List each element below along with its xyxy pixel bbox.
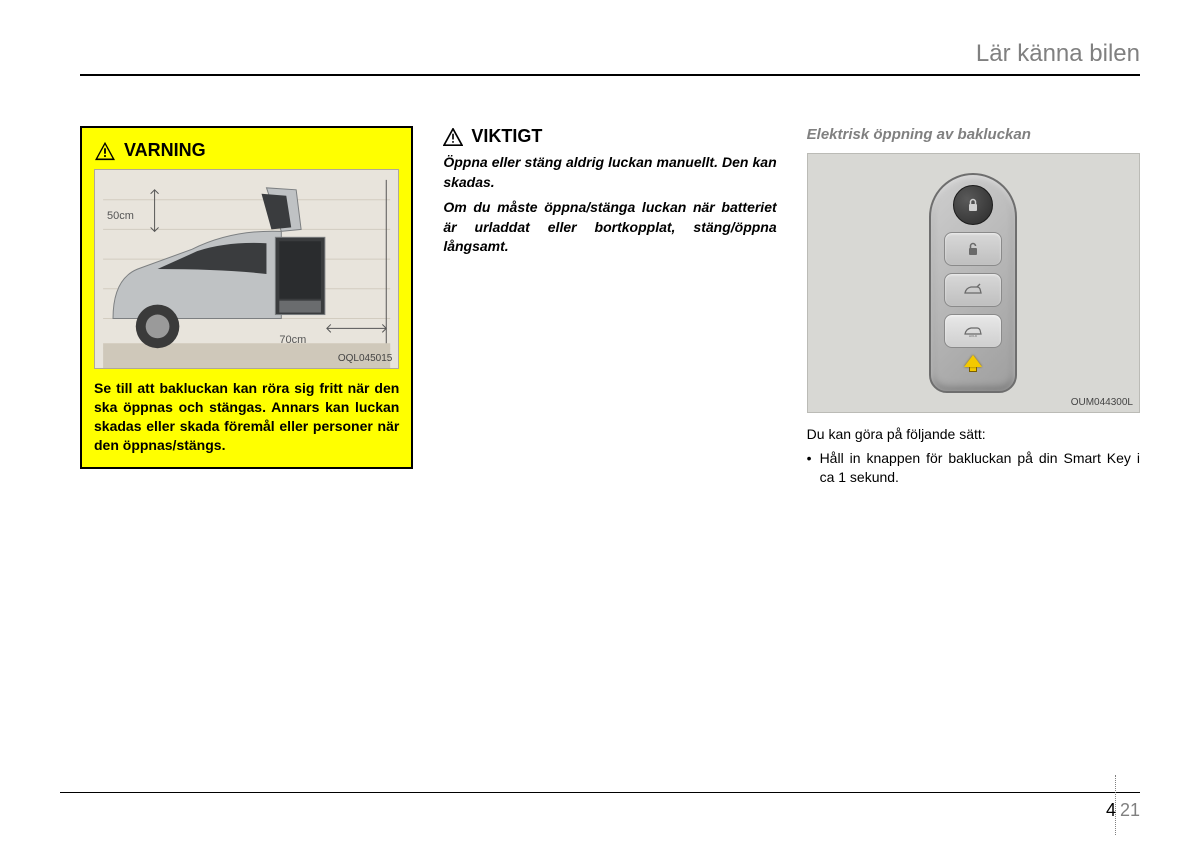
important-paragraph: Öppna eller stäng aldrig luckan manuellt… [443,153,776,192]
bullet-text: Håll in knappen för bakluckan på din Sma… [820,449,1140,488]
bullet-marker: • [807,449,812,488]
important-paragraph: Om du måste öppna/stänga luckan när batt… [443,198,776,257]
important-title: VIKTIGT [471,126,542,147]
dimension-50cm: 50cm [107,210,134,222]
svg-text:HOLD: HOLD [969,334,978,338]
page-header: Lär känna bilen [80,40,1140,68]
electric-intro: Du kan göra på följande sätt: [807,425,1140,445]
column-important: VIKTIGT Öppna eller stäng aldrig luckan … [443,126,776,488]
footer-rule [60,792,1140,793]
hold-tailgate-icon: HOLD [963,324,983,338]
tailgate-icon [963,283,983,297]
smart-key-illustration: HOLD OUM044300L [807,153,1140,413]
key-lock-button [953,185,993,225]
content-columns: VARNING [80,126,1140,488]
warning-title: VARNING [124,140,206,161]
warning-box: VARNING [80,126,413,469]
car-clearance-diagram [95,170,398,368]
key-hold-button: HOLD [944,314,1002,348]
arrow-up-icon [964,355,982,367]
dimension-70cm: 70cm [279,334,306,346]
illustration-code-warning: OQL045015 [338,353,393,364]
lock-icon [965,197,981,213]
manual-page: Lär känna bilen VARNING [0,0,1200,845]
caution-triangle-icon [443,128,463,146]
column-electric: Elektrisk öppning av bakluckan [807,126,1140,488]
page-number: 21 [1120,800,1140,821]
important-header: VIKTIGT [443,126,776,147]
page-title: Lär känna bilen [976,40,1140,67]
illustration-code-key: OUM044300L [1071,397,1133,408]
key-tailgate-button [944,273,1002,307]
chapter-number: 4 [1106,800,1116,821]
warning-illustration: 50cm 70cm OQL045015 [94,169,399,369]
electric-heading: Elektrisk öppning av bakluckan [807,126,1140,143]
header-rule [80,74,1140,76]
warning-body-text: Se till att bakluckan kan röra sig fritt… [94,379,399,455]
column-warning: VARNING [80,126,413,488]
unlock-icon [965,241,981,257]
warning-triangle-icon [94,141,116,161]
highlight-arrow [964,353,982,372]
bullet-item: • Håll in knappen för bakluckan på din S… [807,449,1140,488]
page-footer: 4 21 [1106,800,1140,821]
warning-header: VARNING [94,140,399,161]
smart-key-body: HOLD [929,173,1017,393]
important-body: Öppna eller stäng aldrig luckan manuellt… [443,153,776,257]
key-unlock-button [944,232,1002,266]
